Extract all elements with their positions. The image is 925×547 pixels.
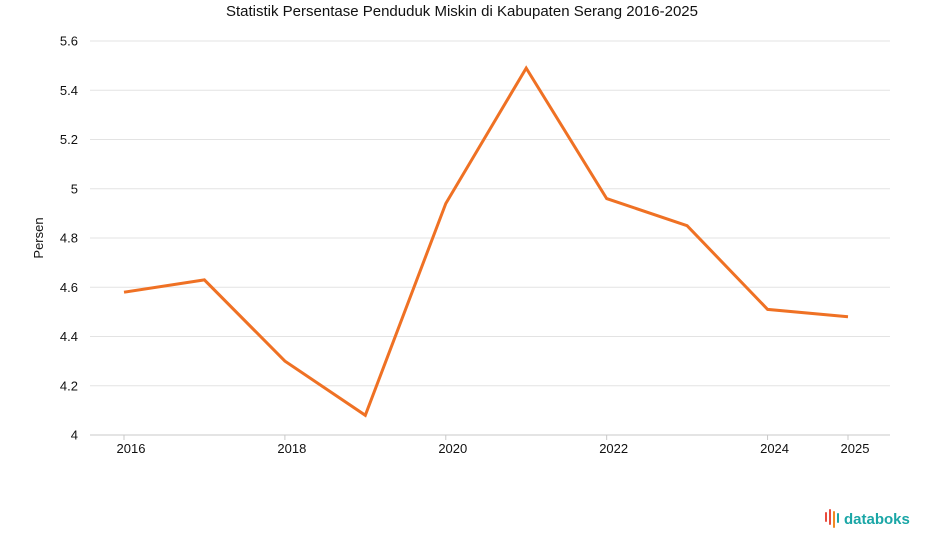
y-axis-ticks: 4 4.2 4.4 4.6 4.8 5 5.2 5.4 5.6 xyxy=(60,34,78,443)
y-tick-label: 4.4 xyxy=(60,329,78,344)
y-tick-label: 4.8 xyxy=(60,231,78,246)
x-tick-label: 2016 xyxy=(117,441,146,456)
x-axis-ticks: 2016 2018 2020 2022 2024 2025 xyxy=(117,435,870,456)
databoks-logo-icon xyxy=(825,509,839,528)
y-tick-label: 5.6 xyxy=(60,34,78,49)
y-tick-label: 5.2 xyxy=(60,132,78,147)
x-tick-label: 2025 xyxy=(841,441,870,456)
y-tick-label: 4.6 xyxy=(60,280,78,295)
x-tick-label: 2024 xyxy=(760,441,789,456)
y-axis-label: Persen xyxy=(31,217,46,258)
x-tick-label: 2020 xyxy=(438,441,467,456)
y-tick-label: 5 xyxy=(71,181,78,196)
series-lines xyxy=(123,65,849,418)
grid-lines xyxy=(90,40,890,436)
brand-name: databoks xyxy=(844,511,910,528)
y-tick-label: 5.4 xyxy=(60,83,78,98)
y-tick-label: 4 xyxy=(71,428,78,443)
series-line xyxy=(123,65,849,418)
x-tick-label: 2018 xyxy=(277,441,306,456)
databoks-brand[interactable]: databoks xyxy=(825,509,910,528)
y-tick-label: 4.2 xyxy=(60,378,78,393)
x-tick-label: 2022 xyxy=(599,441,628,456)
chart-title: Statistik Persentase Penduduk Miskin di … xyxy=(226,3,698,20)
